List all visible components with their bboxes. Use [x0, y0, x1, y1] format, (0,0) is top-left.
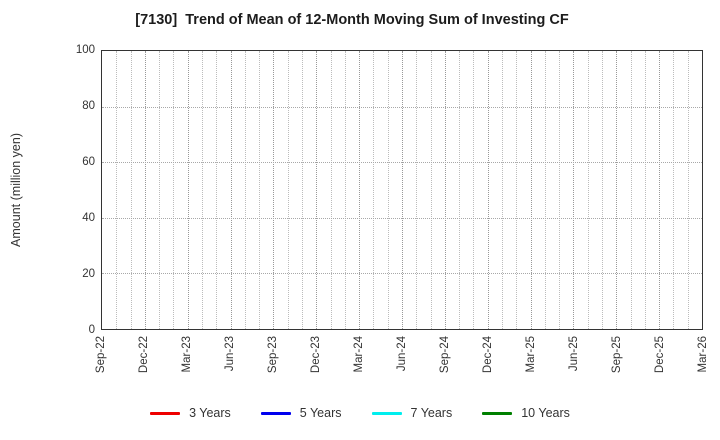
x-tick-label: Jun-25 — [568, 336, 580, 372]
legend-item-10-years: 10 Years — [482, 406, 570, 420]
horizontal-gridline — [102, 162, 702, 164]
vertical-gridline — [687, 51, 689, 329]
y-tick-label: 20 — [82, 268, 95, 280]
vertical-gridline — [244, 51, 246, 329]
legend-label: 5 Years — [299, 406, 342, 420]
vertical-gridline — [673, 51, 675, 329]
x-tick-label: Sep-24 — [439, 336, 451, 374]
chart-title: [7130] Trend of Mean of 12-Month Moving … — [135, 12, 569, 28]
vertical-gridline — [544, 51, 546, 329]
plot-area — [101, 50, 703, 330]
vertical-gridline — [173, 51, 175, 329]
legend-label: 7 Years — [410, 406, 453, 420]
legend-label: 3 Years — [189, 406, 231, 420]
vertical-gridline — [416, 51, 418, 329]
x-tick-label: Dec-23 — [310, 336, 322, 374]
y-tick-label: 100 — [75, 44, 95, 56]
vertical-gridline — [573, 51, 575, 329]
legend-label: 10 Years — [521, 406, 570, 420]
legend-line-swatch — [371, 411, 402, 415]
legend-line-swatch — [482, 411, 513, 415]
vertical-gridline — [616, 51, 618, 329]
vertical-gridline — [487, 51, 489, 329]
vertical-gridline — [659, 51, 661, 329]
y-tick-label: 40 — [82, 212, 95, 224]
vertical-gridline — [130, 51, 132, 329]
vertical-gridline — [644, 51, 646, 329]
vertical-gridline — [402, 51, 403, 329]
x-tick-label: Sep-23 — [267, 336, 279, 374]
y-axis-label-text: Amount (million yen) — [9, 133, 23, 247]
vertical-gridline — [273, 51, 275, 329]
vertical-gridline — [230, 51, 232, 329]
vertical-gridline — [359, 51, 361, 329]
x-tick-label: Dec-22 — [138, 336, 150, 374]
x-tick-label: Sep-25 — [611, 336, 623, 374]
y-tick-label: 80 — [82, 100, 95, 112]
x-tick-label: Mar-25 — [525, 336, 537, 373]
vertical-gridline — [516, 51, 518, 329]
vertical-gridline — [316, 51, 318, 329]
y-tick-label: 60 — [82, 156, 95, 168]
x-tick-label: Mar-26 — [697, 336, 709, 373]
legend: 3 Years 5 Years 7 Years 10 Years — [0, 403, 720, 423]
x-tick-label: Mar-23 — [181, 336, 193, 373]
x-tick-label: Jun-24 — [396, 336, 408, 372]
x-tick-label: Dec-24 — [482, 336, 494, 374]
vertical-gridline — [602, 51, 603, 329]
legend-item-3-years: 3 Years — [150, 406, 231, 420]
horizontal-gridline — [102, 217, 702, 219]
vertical-gridline — [202, 51, 203, 329]
vertical-gridline — [459, 51, 461, 329]
legend-line-swatch — [150, 411, 181, 415]
y-axis-ticks: 0 20 40 60 80 100 — [40, 44, 95, 336]
x-tick-label: Mar-24 — [353, 336, 365, 373]
vertical-gridline — [502, 51, 503, 329]
vertical-gridline — [473, 51, 475, 329]
vertical-gridline — [530, 51, 532, 329]
vertical-gridline — [587, 51, 589, 329]
x-tick-label: Sep-22 — [95, 336, 107, 374]
vertical-gridline — [259, 51, 261, 329]
x-tick-label: Jun-23 — [224, 336, 236, 372]
vertical-gridline — [387, 51, 389, 329]
vertical-gridline — [287, 51, 289, 329]
vertical-gridline — [187, 51, 189, 329]
horizontal-gridline — [102, 273, 702, 275]
vertical-gridline — [630, 51, 632, 329]
legend-item-7-years: 7 Years — [371, 406, 453, 420]
vertical-gridline — [116, 51, 118, 329]
vertical-gridline — [373, 51, 375, 329]
vertical-gridline — [330, 51, 332, 329]
vertical-gridline — [144, 51, 146, 329]
y-axis-label: Amount (million yen) — [4, 50, 28, 330]
vertical-gridline — [559, 51, 561, 329]
y-tick-label: 0 — [88, 324, 95, 336]
x-axis-ticks: Sep-22 Dec-22 Mar-23 Jun-23 Sep-23 Dec-23 Mar-… — [95, 336, 709, 398]
vertical-gridline — [344, 51, 346, 329]
legend-item-5-years: 5 Years — [260, 406, 342, 420]
horizontal-gridline — [102, 106, 702, 108]
x-tick-label: Dec-25 — [654, 336, 666, 374]
vertical-gridline — [159, 51, 161, 329]
vertical-gridline — [216, 51, 218, 329]
legend-line-swatch — [260, 411, 291, 415]
vertical-gridline — [444, 51, 446, 329]
vertical-gridline — [430, 51, 432, 329]
vertical-gridline — [302, 51, 303, 329]
